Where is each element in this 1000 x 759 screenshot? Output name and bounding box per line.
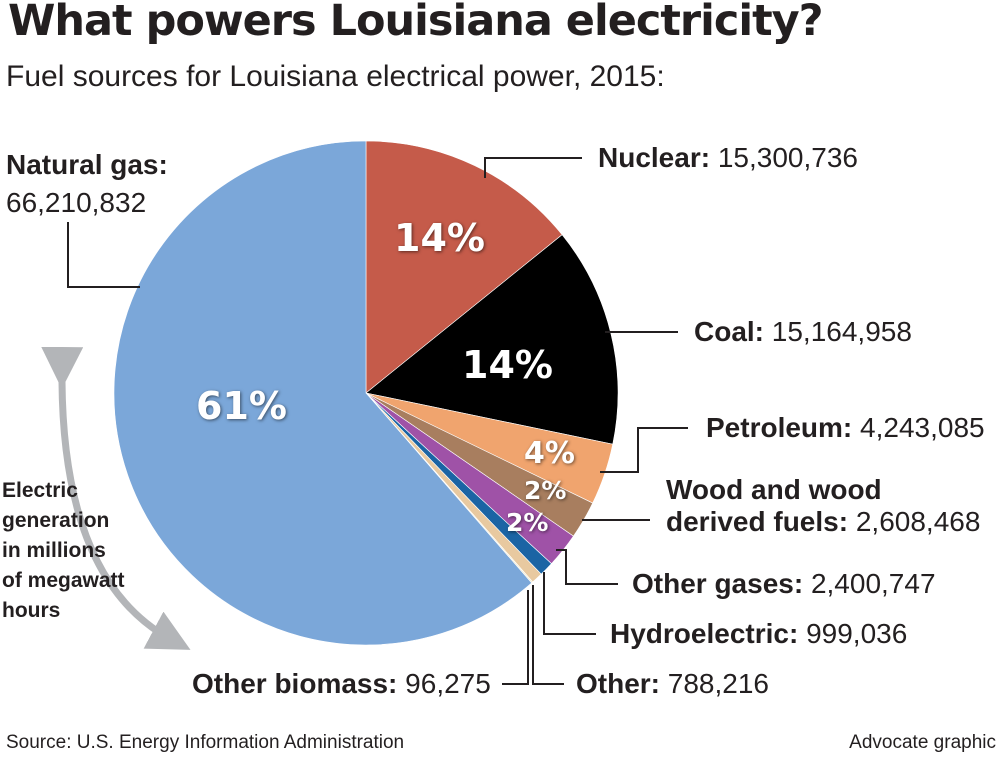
pct-label-coal: 14% bbox=[462, 343, 553, 387]
pie-slice-coal bbox=[365, 234, 619, 445]
label-hydroelectric-value: 999,036 bbox=[806, 618, 908, 649]
pie-slice-nuclear bbox=[365, 140, 563, 394]
label-wood-value: 2,608,468 bbox=[855, 506, 981, 537]
label-other-value: 788,216 bbox=[667, 668, 769, 699]
label-natural-gas-value: 66,210,832 bbox=[6, 187, 147, 218]
label-petroleum: Petroleum: 4,243,085 bbox=[706, 412, 985, 444]
leader-petroleum bbox=[600, 427, 688, 473]
leader-other-gases bbox=[556, 549, 618, 585]
pct-label-other-gases: 2% bbox=[506, 508, 549, 537]
label-nuclear-name: Nuclear: bbox=[598, 142, 711, 173]
unit-note-line: hours bbox=[2, 599, 61, 622]
label-natural-gas: Natural gas: 66,210,832 bbox=[6, 146, 168, 222]
label-natural-gas-name: Natural gas: bbox=[6, 149, 168, 180]
pie-slices bbox=[113, 140, 619, 646]
source-note: Source: U.S. Energy Information Administ… bbox=[6, 732, 405, 753]
label-other-gases: Other gases: 2,400,747 bbox=[632, 568, 936, 600]
leader-lines bbox=[67, 157, 688, 685]
pct-label-petroleum: 4% bbox=[524, 436, 575, 471]
pct-label-natural-gas: 61% bbox=[196, 384, 287, 428]
label-other-name: Other: bbox=[576, 668, 660, 699]
label-other-biomass-value: 96,275 bbox=[405, 668, 491, 699]
label-other-gases-name: Other gases: bbox=[632, 568, 804, 599]
label-wood-name-line1: Wood and wood bbox=[666, 474, 882, 505]
label-coal-value: 15,164,958 bbox=[771, 316, 912, 347]
chart-subtitle: Fuel sources for Louisiana electrical po… bbox=[6, 60, 665, 93]
pct-label-nuclear: 14% bbox=[394, 216, 485, 260]
label-petroleum-value: 4,243,085 bbox=[860, 412, 985, 443]
label-other-gases-value: 2,400,747 bbox=[810, 568, 936, 599]
unit-note-line: in millions bbox=[2, 539, 106, 562]
leader-hydroelectric bbox=[543, 572, 596, 635]
label-hydroelectric: Hydroelectric: 999,036 bbox=[610, 618, 907, 650]
leader-other bbox=[532, 585, 564, 685]
label-nuclear: Nuclear: 15,300,736 bbox=[598, 142, 858, 174]
label-wood: Wood and wood derived fuels: 2,608,468 bbox=[666, 474, 980, 538]
leader-natural-gas bbox=[67, 222, 140, 288]
credit-note: Advocate graphic bbox=[849, 732, 996, 753]
label-other: Other: 788,216 bbox=[576, 668, 769, 700]
label-other-biomass-name: Other biomass: bbox=[192, 668, 398, 699]
unit-note-line: generation bbox=[2, 509, 110, 532]
label-nuclear-value: 15,300,736 bbox=[717, 142, 858, 173]
label-coal: Coal: 15,164,958 bbox=[694, 316, 912, 348]
label-hydroelectric-name: Hydroelectric: bbox=[610, 618, 799, 649]
label-other-biomass: Other biomass: 96,275 bbox=[192, 668, 491, 700]
double-arrow-icon bbox=[41, 346, 191, 650]
unit-note-line: of megawatt bbox=[2, 569, 125, 592]
chart-title: What powers Louisiana electricity? bbox=[8, 0, 824, 46]
pct-label-wood: 2% bbox=[524, 476, 567, 505]
leader-other-biomass bbox=[502, 590, 529, 685]
unit-note-line: Electric bbox=[2, 479, 78, 502]
label-wood-name-line2: derived fuels: bbox=[666, 506, 849, 537]
label-coal-name: Coal: bbox=[694, 316, 764, 347]
label-petroleum-name: Petroleum: bbox=[706, 412, 853, 443]
unit-note: Electric generation in millions of megaw… bbox=[2, 476, 172, 626]
leader-nuclear bbox=[484, 157, 582, 178]
